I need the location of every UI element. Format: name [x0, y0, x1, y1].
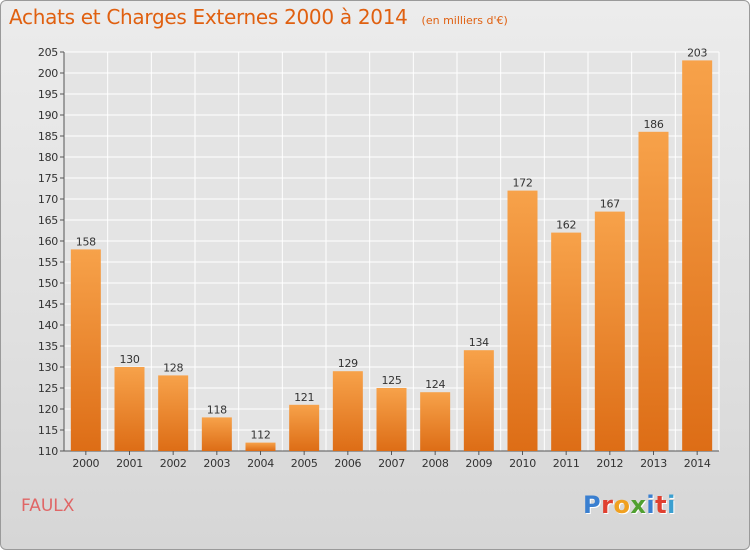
x-tick-label-2014: 2014: [684, 457, 711, 470]
y-tick-label: 115: [38, 424, 58, 437]
title-row: Achats et Charges Externes 2000 à 2014 (…: [9, 5, 508, 37]
place-name: FAULX: [21, 496, 75, 516]
bar-2008: [420, 392, 451, 451]
bars: [70, 60, 713, 452]
bar-2013: [638, 131, 669, 452]
data-label-2003: 118: [207, 403, 227, 416]
bar-2012: [594, 211, 625, 451]
bar-2002: [158, 375, 189, 451]
data-label-2012: 167: [600, 198, 620, 211]
logo-letter: r: [601, 491, 614, 519]
logo-letter: P: [583, 491, 602, 519]
x-tick-label-2008: 2008: [422, 457, 449, 470]
chart-subtitle: (en milliers d'€): [421, 14, 508, 27]
x-tick-label-2005: 2005: [291, 457, 318, 470]
data-label-2013: 186: [643, 118, 663, 131]
data-label-2011: 162: [556, 219, 576, 232]
x-tick-label-2009: 2009: [465, 457, 492, 470]
x-tick-label-2007: 2007: [378, 457, 405, 470]
y-tick-label: 190: [38, 109, 58, 122]
bar-2005: [289, 404, 320, 451]
x-tick-label-2011: 2011: [553, 457, 580, 470]
y-tick-label: 130: [38, 361, 58, 374]
y-tick-label: 185: [38, 130, 58, 143]
bar-2009: [463, 350, 494, 451]
y-tick-label: 145: [38, 298, 58, 311]
bar-2001: [114, 367, 145, 451]
data-label-2006: 129: [338, 357, 358, 370]
x-tick-label-2003: 2003: [203, 457, 230, 470]
y-tick-label: 160: [38, 235, 58, 248]
y-tick-label: 135: [38, 340, 58, 353]
data-label-2000: 158: [76, 235, 96, 248]
y-tick-label: 180: [38, 151, 58, 164]
data-label-2005: 121: [294, 391, 314, 404]
bar-2004: [245, 442, 276, 451]
y-tick-label: 200: [38, 67, 58, 80]
bar-2000: [70, 249, 101, 451]
bar-2003: [201, 417, 232, 451]
logo-letter: x: [630, 491, 647, 519]
proxiti-logo[interactable]: Proxiti: [583, 491, 676, 519]
x-tick-label-2010: 2010: [509, 457, 536, 470]
bar-2014: [682, 60, 713, 452]
y-tick-label: 150: [38, 277, 58, 290]
y-tick-label: 175: [38, 172, 58, 185]
logo-letter: t: [655, 491, 668, 519]
x-tick-label-2002: 2002: [160, 457, 187, 470]
x-tick-label-2006: 2006: [334, 457, 361, 470]
data-label-2014: 203: [687, 46, 707, 59]
x-tick-label-2004: 2004: [247, 457, 274, 470]
data-label-2002: 128: [163, 361, 183, 374]
x-tick-label-2013: 2013: [640, 457, 667, 470]
data-label-2004: 112: [250, 429, 270, 442]
data-label-2009: 134: [469, 336, 489, 349]
y-tick-label: 110: [38, 445, 58, 458]
chart-title: Achats et Charges Externes 2000 à 2014: [9, 5, 408, 29]
data-label-2010: 172: [512, 177, 532, 190]
logo-letter: i: [667, 491, 676, 519]
y-tick-label: 140: [38, 319, 58, 332]
bar-2010: [507, 190, 538, 451]
data-label-2001: 130: [119, 353, 139, 366]
y-tick-label: 155: [38, 256, 58, 269]
bar-2006: [332, 371, 363, 451]
y-tick-label: 195: [38, 88, 58, 101]
data-label-2007: 125: [381, 374, 401, 387]
x-tick-label-2012: 2012: [596, 457, 623, 470]
x-tick-label-2001: 2001: [116, 457, 143, 470]
data-labels: 158 130 128 118 112 121 129 125 124 134 172 162 167 1…: [76, 46, 708, 441]
y-tick-label: 125: [38, 382, 58, 395]
bar-2011: [551, 232, 582, 451]
logo-letter: i: [646, 491, 656, 519]
y-tick-label: 120: [38, 403, 58, 416]
x-tick-label-2000: 2000: [72, 457, 99, 470]
logo-letter: o: [613, 491, 631, 519]
bar-2007: [376, 388, 407, 451]
y-tick-label: 165: [38, 214, 58, 227]
y-tick-label: 205: [38, 46, 58, 59]
data-label-2008: 124: [425, 378, 445, 391]
y-tick-label: 170: [38, 193, 58, 206]
